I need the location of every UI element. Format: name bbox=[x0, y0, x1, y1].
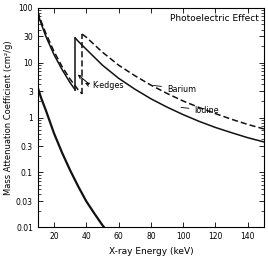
Text: Barium: Barium bbox=[154, 84, 196, 94]
X-axis label: X-ray Energy (keV): X-ray Energy (keV) bbox=[109, 247, 193, 256]
Text: K-edges: K-edges bbox=[92, 81, 123, 90]
Text: Iodine: Iodine bbox=[181, 106, 219, 115]
Text: Tissue: Tissue bbox=[0, 259, 1, 260]
Y-axis label: Mass Attenuation Coefficient (cm²/g): Mass Attenuation Coefficient (cm²/g) bbox=[4, 40, 13, 195]
Text: Photoelectric Effect: Photoelectric Effect bbox=[170, 14, 259, 23]
